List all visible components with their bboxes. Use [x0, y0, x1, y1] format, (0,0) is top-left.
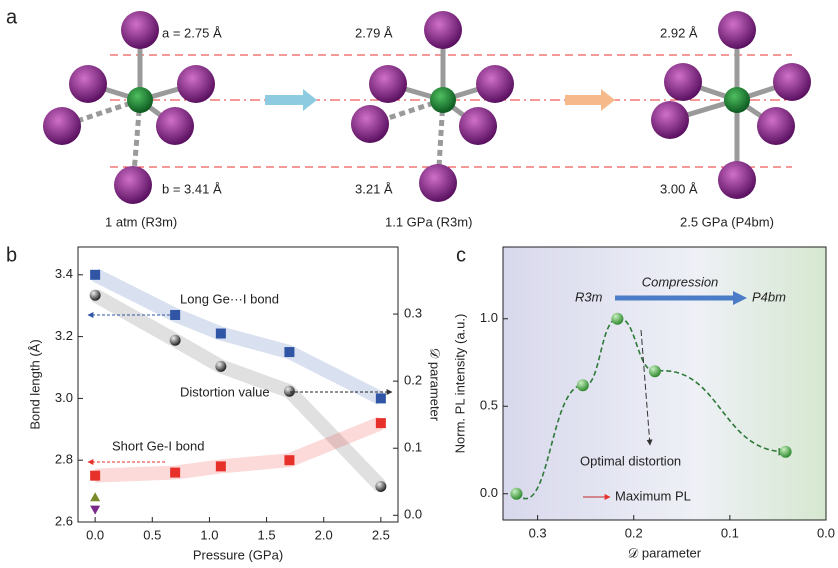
x-tick-label: 0.3	[529, 525, 547, 540]
bond-label: 2.92 Å	[660, 25, 698, 40]
y-tick-label: 3.4	[55, 266, 73, 281]
bond-label: 3.00 Å	[660, 181, 698, 196]
iodine-atom	[718, 161, 756, 199]
point	[649, 365, 661, 377]
iodine-atom	[351, 105, 389, 143]
point	[510, 488, 522, 500]
annotation: Maximum PL	[615, 488, 691, 503]
x-tick-label: 0.0	[817, 525, 835, 540]
y-tick-label: 2.8	[55, 452, 73, 467]
annotation: P4bm	[752, 289, 786, 304]
point	[611, 313, 623, 325]
x-tick-label: 0.5	[143, 527, 161, 542]
y-tick-label: 3.2	[55, 328, 73, 343]
series-label: Distortion value	[180, 384, 270, 399]
point	[170, 335, 181, 346]
annotation: Compression	[642, 274, 719, 289]
iodine-atom	[476, 65, 514, 103]
series-label: Short Ge-I bond	[112, 438, 205, 453]
y2-tick-label: 0.0	[404, 507, 422, 522]
ge-atom	[127, 87, 153, 113]
y-tick-label: 3.0	[55, 390, 73, 405]
y-axis-title: Norm. PL intensity (a.u.)	[452, 314, 467, 454]
caption: 2.5 GPa (P4bm)	[680, 214, 774, 229]
iodine-atom	[424, 11, 462, 49]
point	[216, 461, 226, 471]
iodine-atom	[369, 65, 407, 103]
point	[284, 347, 294, 357]
x-tick-label: 1.0	[200, 527, 218, 542]
y-tick-label: 0.0	[480, 485, 498, 500]
caption: 1 atm (R3m)	[105, 214, 177, 229]
panel-label: a	[6, 6, 18, 28]
x-tick-label: 2.5	[372, 527, 390, 542]
bond-label: 3.21 Å	[355, 181, 393, 196]
figure: a b c a = 2.75 Å 2.79 Å 2.92 Å b = 3.41 …	[0, 0, 838, 568]
point	[376, 418, 386, 428]
iodine-atom	[459, 107, 497, 145]
iodine-atom	[114, 166, 152, 204]
arrow	[265, 89, 317, 111]
point	[577, 379, 589, 391]
x-tick-label: 0.0	[86, 527, 104, 542]
point	[376, 393, 386, 403]
arrow	[565, 89, 615, 111]
point	[284, 386, 295, 397]
point	[170, 310, 180, 320]
x-tick-label: 0.2	[625, 525, 643, 540]
annotation: R3m	[575, 289, 603, 304]
iodine-atom	[757, 107, 795, 145]
caption: 1.1 GPa (R3m)	[385, 214, 472, 229]
marker	[90, 492, 100, 501]
x-axis-title: Pressure (GPa)	[193, 547, 283, 562]
y2-tick-label: 0.3	[404, 306, 422, 321]
annotation: Optimal distortion	[580, 453, 681, 468]
iodine-atom	[664, 63, 702, 101]
marker	[90, 506, 100, 515]
bond-label: a = 2.75 Å	[162, 25, 222, 40]
iodine-atom	[419, 164, 457, 202]
ge-atom	[430, 87, 456, 113]
point	[215, 361, 226, 372]
y-tick-label: 0.5	[480, 398, 498, 413]
iodine-atom	[718, 11, 756, 49]
point	[216, 329, 226, 339]
y2-axis-title: 𝒟 parameter	[428, 348, 443, 422]
point	[90, 270, 100, 280]
point	[170, 468, 180, 478]
y2-tick-label: 0.2	[404, 373, 422, 388]
x-axis-title: 𝒟 parameter	[628, 545, 702, 560]
y-axis-title: Bond length (Å)	[27, 339, 42, 429]
x-tick-label: 0.1	[721, 525, 739, 540]
ge-atom	[724, 87, 750, 113]
panel-label: b	[6, 244, 17, 266]
bond-label: 2.79 Å	[355, 25, 393, 40]
point	[780, 446, 792, 458]
panel-label: c	[456, 244, 466, 266]
iodine-atom	[156, 107, 194, 145]
iodine-atom	[69, 65, 107, 103]
bond-label: b = 3.41 Å	[162, 181, 222, 196]
point	[90, 290, 101, 301]
y-tick-label: 2.6	[55, 513, 73, 528]
point	[375, 481, 386, 492]
series-label: Long Ge···I bond	[180, 291, 279, 306]
y-tick-label: 1.0	[480, 310, 498, 325]
iodine-atom	[43, 107, 81, 145]
iodine-atom	[177, 65, 215, 103]
x-tick-label: 2.0	[315, 527, 333, 542]
iodine-atom	[651, 101, 689, 139]
point	[90, 471, 100, 481]
y2-tick-label: 0.1	[404, 440, 422, 455]
iodine-atom	[121, 11, 159, 49]
x-tick-label: 1.5	[258, 527, 276, 542]
iodine-atom	[773, 63, 811, 101]
point	[284, 455, 294, 465]
